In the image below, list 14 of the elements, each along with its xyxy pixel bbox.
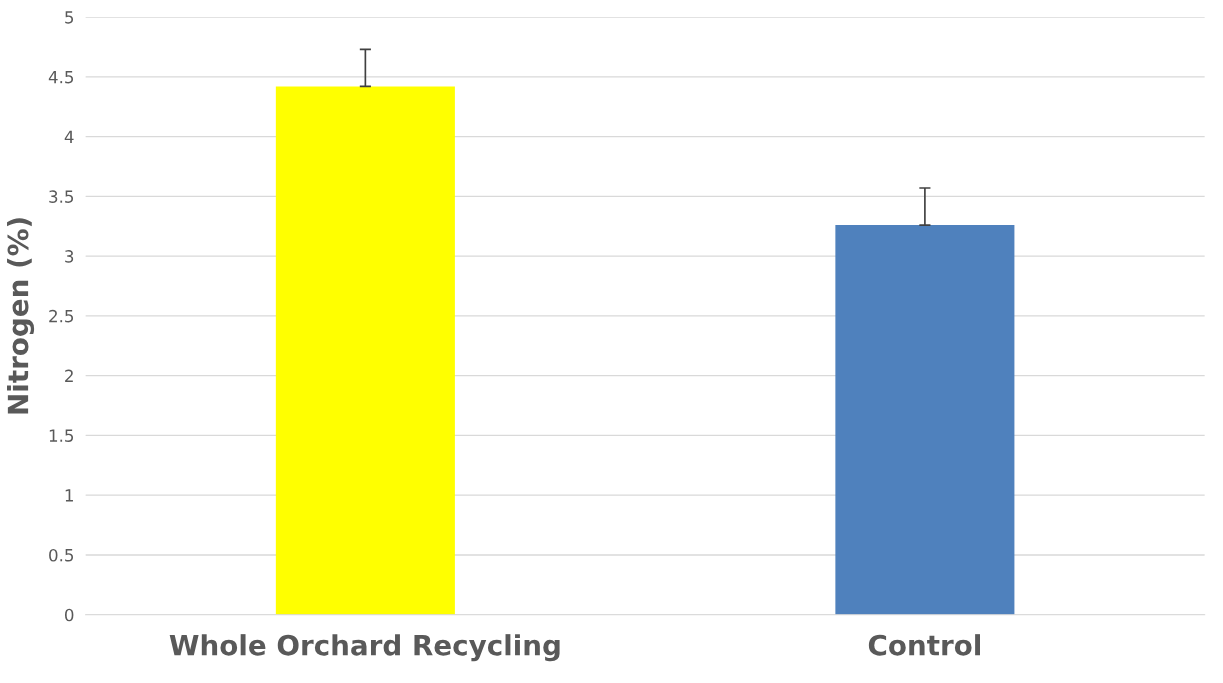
y-tick-label: 0 (64, 608, 74, 622)
y-tick-label: 1.5 (49, 429, 74, 442)
y-tick-label: 3.5 (49, 190, 74, 203)
y-tick-label: 5 (65, 11, 74, 24)
y-tick-label: 4 (64, 130, 74, 143)
y-axis-title: Nitrogen (%) (7, 218, 35, 414)
y-tick-label: 2.5 (49, 309, 74, 323)
y-tick-label: 2 (65, 369, 73, 382)
y-tick-label: 0.5 (49, 548, 74, 562)
y-tick-label: 3 (65, 250, 74, 263)
x-tick-label: Control (868, 634, 980, 656)
y-tick-label: 4.5 (48, 71, 74, 84)
y-tick-label: 1 (65, 489, 73, 502)
x-tick-label: Whole Orchard Recycling (169, 634, 560, 662)
